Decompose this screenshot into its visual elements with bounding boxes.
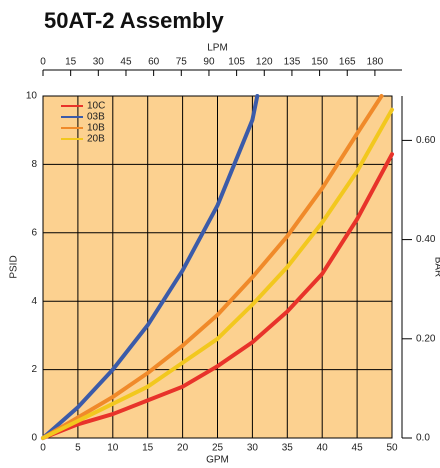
- x-tick-label: 15: [142, 443, 154, 454]
- x2-tick-label: 30: [93, 57, 105, 68]
- x2-tick-label: 45: [120, 57, 132, 68]
- y-tick-label: 10: [26, 91, 38, 102]
- x-axis-label: GPM: [206, 455, 229, 466]
- x2-tick-label: 120: [256, 57, 273, 68]
- x2-tick-label: 150: [311, 57, 328, 68]
- x2-tick-label: 60: [148, 57, 160, 68]
- x-tick-label: 10: [107, 443, 119, 454]
- series-line: [41, 94, 260, 440]
- y-tick-label: 4: [31, 296, 37, 307]
- y2-tick-label: 0.20: [416, 333, 436, 344]
- legend-label: 03B: [87, 112, 105, 123]
- series-line: [41, 152, 394, 440]
- x2-tick-label: 135: [284, 57, 301, 68]
- y-tick-label: 0: [31, 433, 37, 444]
- x2-tick-label: 75: [176, 57, 188, 68]
- x-tick-label: 25: [212, 443, 224, 454]
- x-tick-label: 30: [247, 443, 259, 454]
- x-tick-label: 20: [177, 443, 189, 454]
- y-tick-label: 8: [31, 159, 37, 170]
- x2-axis-label: LPM: [207, 43, 228, 54]
- x-tick-label: 40: [317, 443, 329, 454]
- y2-tick-label: 0.0: [416, 433, 430, 444]
- series-line: [41, 107, 394, 440]
- x-tick-label: 5: [75, 443, 81, 454]
- x-tick-label: 50: [386, 443, 398, 454]
- x2-tick-label: 165: [339, 57, 356, 68]
- x2-tick-label: 0: [40, 57, 46, 68]
- x2-tick-label: 15: [65, 57, 77, 68]
- y-tick-label: 2: [31, 364, 37, 375]
- series-line: [41, 94, 384, 440]
- y2-axis-label: BAR: [432, 257, 440, 278]
- x-tick-label: 35: [282, 443, 294, 454]
- y-tick-label: 6: [31, 227, 37, 238]
- x-tick-label: 45: [352, 443, 364, 454]
- y2-tick-label: 0.60: [416, 135, 436, 146]
- y-axis-label: PSID: [9, 255, 20, 278]
- legend-label: 10B: [87, 123, 105, 134]
- legend-label: 10C: [87, 101, 105, 112]
- y2-tick-label: 0.40: [416, 234, 436, 245]
- x2-tick-label: 105: [228, 57, 245, 68]
- x2-tick-label: 90: [203, 57, 215, 68]
- chart-title: 50AT-2 Assembly: [44, 8, 225, 33]
- legend-label: 20B: [87, 134, 105, 145]
- x2-tick-label: 180: [367, 57, 384, 68]
- x-tick-label: 0: [40, 443, 46, 454]
